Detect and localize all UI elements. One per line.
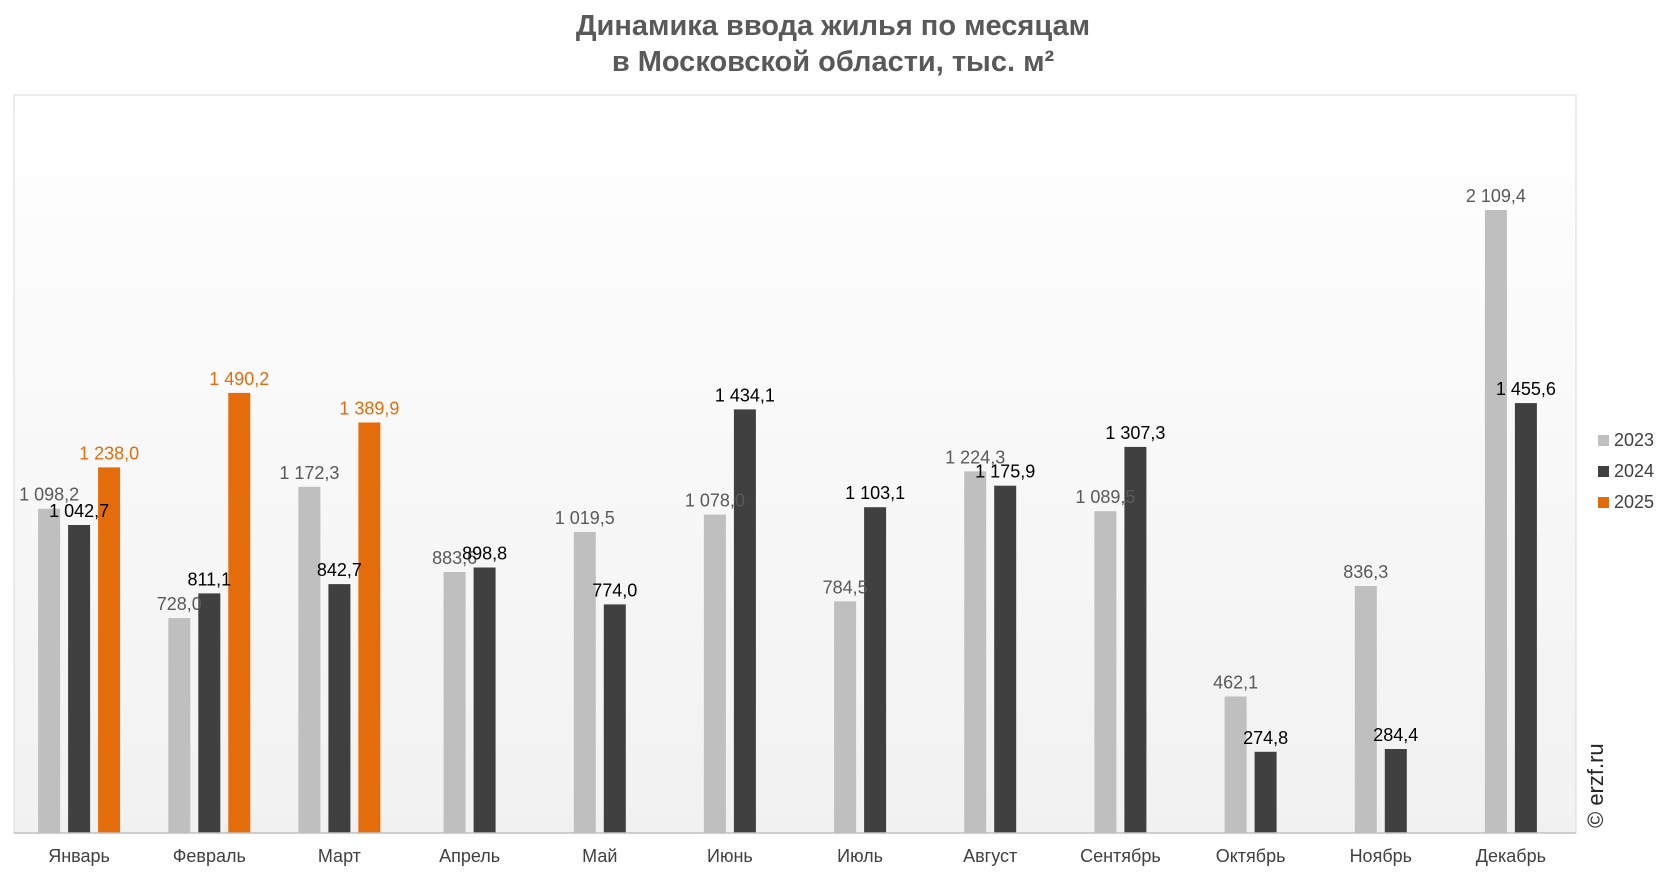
plot-area [13, 94, 1577, 834]
category-label-1: Февраль [173, 846, 246, 866]
value-labels-layer: 1 098,21 042,7 1 238,0 728,0 811,1 1 490,2 1 … [19, 186, 1556, 748]
chart-title-line-2: в Московской области, тыс. м² [611, 46, 1055, 78]
value-label-2023-10: 836,3 [1343, 562, 1388, 582]
category-label-2: Март [318, 846, 361, 866]
bar-2023-0 [38, 508, 61, 833]
value-label-2024-9: 274,8 [1243, 728, 1288, 748]
value-label-2023-1: 728,0 [157, 594, 202, 614]
bar-2023-11 [1484, 210, 1507, 833]
category-label-5: Июнь [707, 846, 753, 866]
legend-label-2024: 2024 [1614, 461, 1654, 481]
legend-swatch-2023 [1598, 435, 1609, 446]
value-label-2024-1: 811,1 [187, 569, 231, 589]
category-label-8: Сентябрь [1080, 846, 1161, 866]
bar-2024-5 [733, 409, 756, 833]
value-label-2024-10: 284,4 [1373, 725, 1418, 745]
value-label-2023-4: 1 019,5 [555, 508, 615, 528]
category-label-7: Август [963, 846, 1017, 866]
bar-2023-2 [298, 486, 321, 833]
value-label-2024-8: 1 307,3 [1105, 423, 1165, 443]
bar-2024-11 [1514, 403, 1537, 833]
bar-2024-6 [864, 507, 887, 833]
bar-2024-1 [198, 593, 221, 833]
value-label-2025-1: 1 490,2 [209, 369, 269, 389]
value-label-2023-6: 784,5 [823, 577, 868, 597]
category-label-4: Май [582, 846, 617, 866]
bar-2024-9 [1254, 751, 1277, 833]
legend-label-2023: 2023 [1614, 430, 1654, 450]
value-label-2025-0: 1 238,0 [79, 443, 139, 463]
bar-2025-0 [98, 467, 121, 833]
bar-2023-4 [573, 531, 596, 833]
value-label-2023-8: 1 089,5 [1075, 487, 1135, 507]
bar-2024-2 [328, 584, 351, 833]
value-label-2023-0: 1 098,2 [19, 485, 79, 505]
bar-2023-6 [834, 601, 857, 833]
legend: 2023 2024 2025 [1598, 430, 1654, 512]
bar-2025-2 [358, 422, 381, 833]
bar-2023-10 [1354, 586, 1377, 833]
bar-2023-3 [443, 572, 466, 833]
bar-2024-3 [473, 567, 496, 833]
value-label-2023-3: 883,6 [432, 548, 477, 568]
category-label-9: Октябрь [1216, 846, 1286, 866]
value-label-2024-5: 1 434,1 [715, 385, 775, 405]
bar-2023-8 [1094, 511, 1117, 833]
bar-2024-7 [994, 485, 1017, 833]
category-label-11: Декабрь [1476, 846, 1546, 866]
value-label-2024-6: 1 103,1 [845, 483, 905, 503]
legend-swatch-2024 [1598, 466, 1609, 477]
bars-layer [38, 210, 1537, 833]
value-label-2024-4: 774,0 [592, 580, 637, 600]
value-label-2023-11: 2 109,4 [1466, 186, 1526, 206]
watermark: © erzf.ru [1583, 743, 1608, 828]
value-label-2025-2: 1 389,9 [339, 399, 399, 419]
legend-label-2025: 2025 [1614, 492, 1654, 512]
bar-2024-8 [1124, 446, 1147, 833]
value-label-2024-11: 1 455,6 [1496, 379, 1556, 399]
category-labels-layer: Январь Февраль Март Апрель Май Июнь Июль Август… [48, 846, 1546, 866]
legend-swatch-2025 [1598, 497, 1609, 508]
bar-2025-1 [228, 392, 251, 833]
value-label-2023-7: 1 224,3 [945, 447, 1005, 467]
bar-2024-4 [603, 604, 626, 833]
chart-title: Динамика ввода жилья по месяцам в Москов… [0, 8, 1666, 80]
category-label-0: Январь [48, 846, 110, 866]
bar-2024-10 [1384, 749, 1407, 833]
bar-2023-5 [703, 514, 726, 833]
value-label-2024-7: 1 175,9 [975, 462, 1035, 482]
value-label-2023-9: 462,1 [1213, 673, 1258, 693]
value-label-2023-5: 1 078,0 [685, 491, 745, 511]
value-label-2024-0: 1 042,7 [49, 501, 109, 521]
bar-2023-7 [964, 471, 987, 833]
category-label-6: Июль [837, 846, 883, 866]
bar-2024-0 [68, 525, 91, 833]
category-label-3: Апрель [439, 846, 500, 866]
bar-2023-1 [168, 618, 191, 833]
value-label-2024-3: 898,8 [462, 544, 507, 564]
bar-2023-9 [1224, 696, 1247, 833]
value-label-2024-2: 842,7 [317, 560, 362, 580]
value-label-2023-2: 1 172,3 [279, 463, 339, 483]
chart-title-line-1: Динамика ввода жилья по месяцам [575, 10, 1091, 42]
category-label-10: Ноябрь [1350, 846, 1412, 866]
